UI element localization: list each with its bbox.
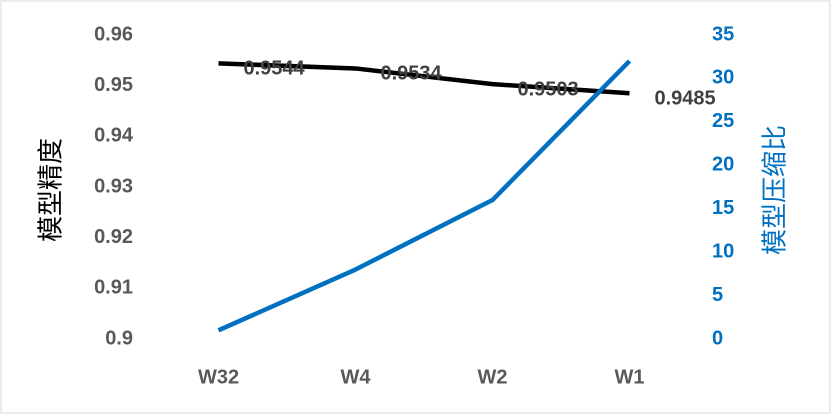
y2-tick-label: 25: [712, 110, 734, 132]
x-tick-label: W1: [615, 366, 645, 388]
y2-tick-label: 0: [712, 327, 723, 349]
y2-tick-label: 30: [712, 67, 734, 89]
y-tick-label: 0.92: [94, 226, 133, 248]
data-label: 0.9544: [244, 58, 306, 80]
data-label: 0.9534: [381, 63, 443, 85]
y-tick-label: 0.96: [94, 23, 133, 45]
y-tick-label: 0.94: [94, 125, 134, 147]
y-tick-label: 0.91: [94, 277, 133, 299]
x-tick-label: W32: [198, 366, 239, 388]
y-tick-label: 0.95: [94, 74, 133, 96]
x-tick-label: W2: [478, 366, 508, 388]
data-label: 0.9485: [655, 88, 716, 110]
y-tick-label: 0.9: [105, 327, 133, 349]
y-tick-label: 0.93: [94, 175, 133, 197]
data-label: 0.9503: [518, 78, 579, 100]
y2-tick-label: 35: [712, 23, 734, 45]
series-line: [217, 59, 632, 333]
x-tick-label: W4: [341, 366, 372, 388]
y2-tick-label: 15: [712, 197, 734, 219]
y2-tick-label: 5: [712, 284, 723, 306]
series-line: [218, 61, 630, 96]
y2-tick-label: 10: [712, 240, 734, 262]
y2-tick-label: 20: [712, 154, 734, 176]
y2-axis-title: 模型压缩比: [761, 125, 791, 255]
y-axis-title: 模型精度: [37, 138, 67, 242]
